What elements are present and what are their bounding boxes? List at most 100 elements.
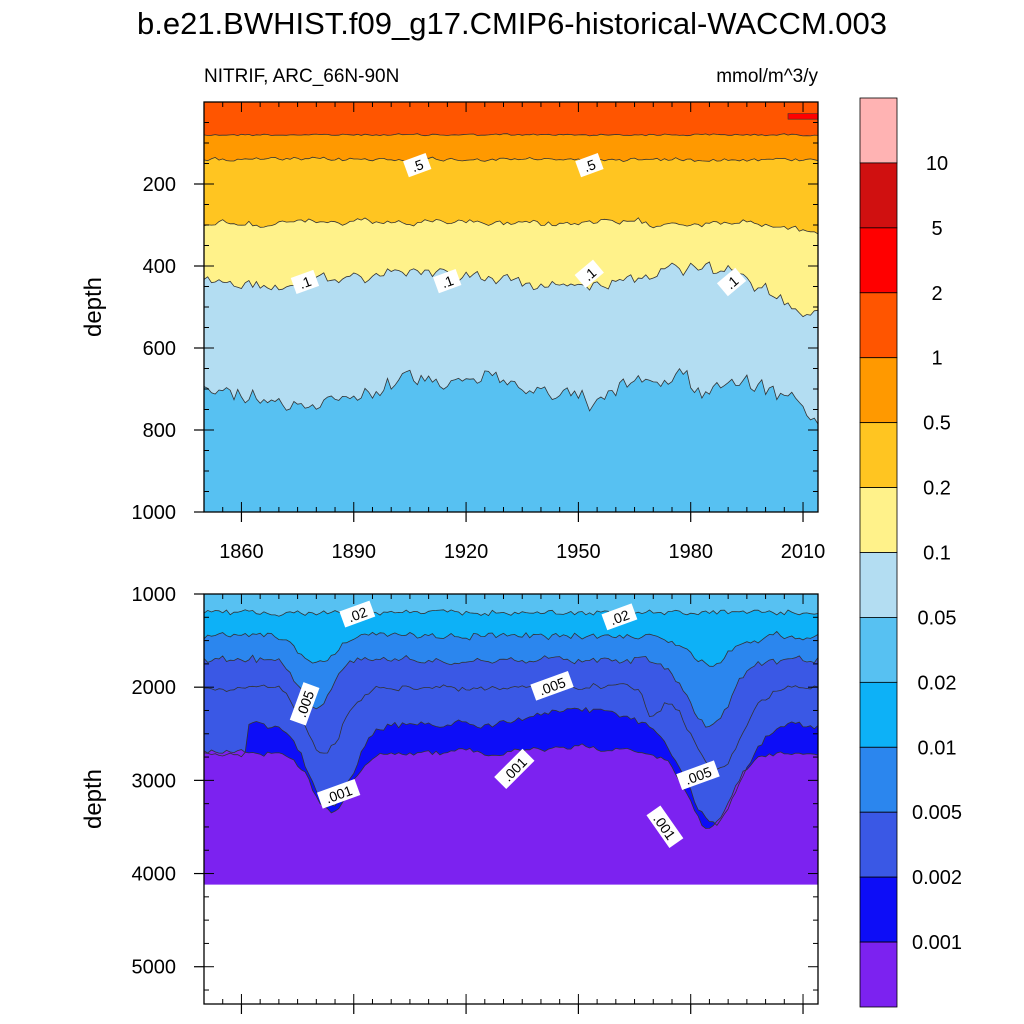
x-tick-label: 1890 xyxy=(332,541,377,563)
colorbar-swatch xyxy=(859,876,898,943)
y-tick-label: 5000 xyxy=(132,957,177,979)
y-tick-label: 800 xyxy=(143,420,176,442)
upper-band-fill xyxy=(204,157,818,234)
contour-label-box xyxy=(433,269,462,294)
colorbar-swatch xyxy=(859,487,898,553)
colorbar-level-label: 2 xyxy=(931,283,942,305)
colorbar-swatch xyxy=(859,746,898,813)
lower-band-fill xyxy=(204,655,818,771)
lower-contour-line xyxy=(203,630,819,667)
contour-label-text: .1 xyxy=(297,273,314,292)
lower-contour-fills xyxy=(203,594,819,1004)
upper-contour-line xyxy=(203,156,819,163)
lower-axis-ticks: 1000 2000 3000 4000 5000 xyxy=(132,584,818,1014)
lower-band-fill xyxy=(204,683,818,826)
upper-band-fill xyxy=(204,368,818,512)
lower-no-data-region xyxy=(204,884,818,1004)
lower-ylabel: depth xyxy=(80,769,107,829)
colorbar-swatch xyxy=(859,941,898,1008)
contour-label-box xyxy=(575,153,604,178)
colorbar-swatch xyxy=(859,811,898,878)
y-tick-label: 4000 xyxy=(132,864,177,886)
contour-label-box xyxy=(290,269,320,295)
contour-label-box xyxy=(316,779,361,809)
contour-label-text: .5 xyxy=(409,156,426,175)
x-tick-label: 2010 xyxy=(781,541,826,563)
lower-band-fill xyxy=(204,743,818,885)
colorbar-swatch xyxy=(859,227,898,294)
upper-high-value-patch xyxy=(787,113,819,120)
variable-region-label: NITRIF, ARC_66N-90N xyxy=(204,66,399,87)
upper-ylabel: depth xyxy=(80,277,107,337)
upper-band-fill xyxy=(204,133,818,162)
y-tick-label: 1000 xyxy=(132,584,177,606)
contour-label-text: .02 xyxy=(346,604,370,626)
upper-band-fill xyxy=(204,217,818,317)
contour-label: .02 xyxy=(339,600,376,628)
colorbar-level-label: 0.01 xyxy=(918,737,957,759)
x-tick-label: 1860 xyxy=(219,541,264,563)
units-label: mmol/m^3/y xyxy=(716,66,818,87)
colorbar-level-label: 1 xyxy=(931,348,942,370)
y-tick-label: 200 xyxy=(143,174,176,196)
lower-band-fill xyxy=(204,609,818,667)
upper-contour-line xyxy=(203,367,819,425)
lower-contour-line xyxy=(203,609,819,617)
upper-contour-line xyxy=(203,217,819,235)
colorbar-level-label: 0.1 xyxy=(923,543,951,565)
lower-contour-line xyxy=(203,706,819,827)
colorbar-level-label: 0.05 xyxy=(918,607,957,629)
colorbar-level-label: 0.2 xyxy=(923,478,951,500)
contour-label-box xyxy=(339,600,376,628)
contour-label-text: .5 xyxy=(581,156,598,175)
contour-label: .02 xyxy=(601,603,638,631)
colorbar-swatch xyxy=(859,292,898,359)
colorbar-swatch xyxy=(859,552,898,618)
y-tick-label: 3000 xyxy=(132,770,177,792)
upper-contour-line xyxy=(203,133,819,137)
colorbar: 10 5 2 1 0.5 0.2 0.1 0.05 0.02 0.01 0.005 0.002 0.00… xyxy=(859,97,962,1008)
lower-plot-frame xyxy=(203,593,819,1005)
lower-band-fill xyxy=(204,631,818,728)
colorbar-swatch xyxy=(859,162,898,229)
x-tick-label: 1920 xyxy=(444,541,489,563)
colorbar-level-label: 0.5 xyxy=(923,413,951,435)
upper-axis-ticks: 1860 1890 1920 1950 1980 2010 200 400 600 800 1000 xyxy=(132,101,826,563)
colorbar-swatch xyxy=(859,422,898,488)
colorbar-level-label: 0.002 xyxy=(912,867,962,889)
contour-label: .1 xyxy=(574,259,604,289)
contour-label-box xyxy=(494,748,535,789)
contour-label-box xyxy=(716,267,747,297)
lower-contour-line xyxy=(203,743,819,829)
contour-label-box xyxy=(646,805,684,848)
contour-label-box xyxy=(601,603,638,631)
y-tick-label: 1000 xyxy=(132,502,177,524)
lower-band-fill xyxy=(204,707,818,829)
contour-label: .5 xyxy=(575,153,604,178)
colorbar-level-label: 0.02 xyxy=(918,672,957,694)
colorbar-swatch xyxy=(859,617,898,683)
contour-label-text: .1 xyxy=(439,272,456,291)
colorbar-swatch xyxy=(859,681,898,748)
contour-label: .5 xyxy=(403,153,432,178)
colorbar-swatch xyxy=(859,357,898,424)
colorbar-level-label: 10 xyxy=(926,153,948,175)
upper-contour-labels: .5 .5 .1 .1 .1 .1 xyxy=(290,153,747,297)
chart-title: b.e21.BWHIST.f09_g17.CMIP6-historical-WA… xyxy=(137,6,887,41)
upper-band-fill xyxy=(204,262,818,424)
contour-label-box xyxy=(403,153,432,178)
upper-band-fill xyxy=(204,102,818,136)
contour-label-box xyxy=(676,760,720,791)
contour-label-box xyxy=(574,259,604,289)
upper-depth-panel: 1860 1890 1920 1950 1980 2010 200 400 600 800 1000… xyxy=(80,101,826,563)
upper-plot-frame xyxy=(203,101,819,513)
x-tick-label: 1980 xyxy=(668,541,713,563)
y-tick-label: 2000 xyxy=(132,677,177,699)
contour-label-text: .02 xyxy=(608,606,632,628)
colorbar-level-label: 5 xyxy=(931,218,942,240)
colorbar-swatch xyxy=(859,97,898,164)
contour-label: .1 xyxy=(290,269,320,295)
y-tick-label: 400 xyxy=(143,256,176,278)
